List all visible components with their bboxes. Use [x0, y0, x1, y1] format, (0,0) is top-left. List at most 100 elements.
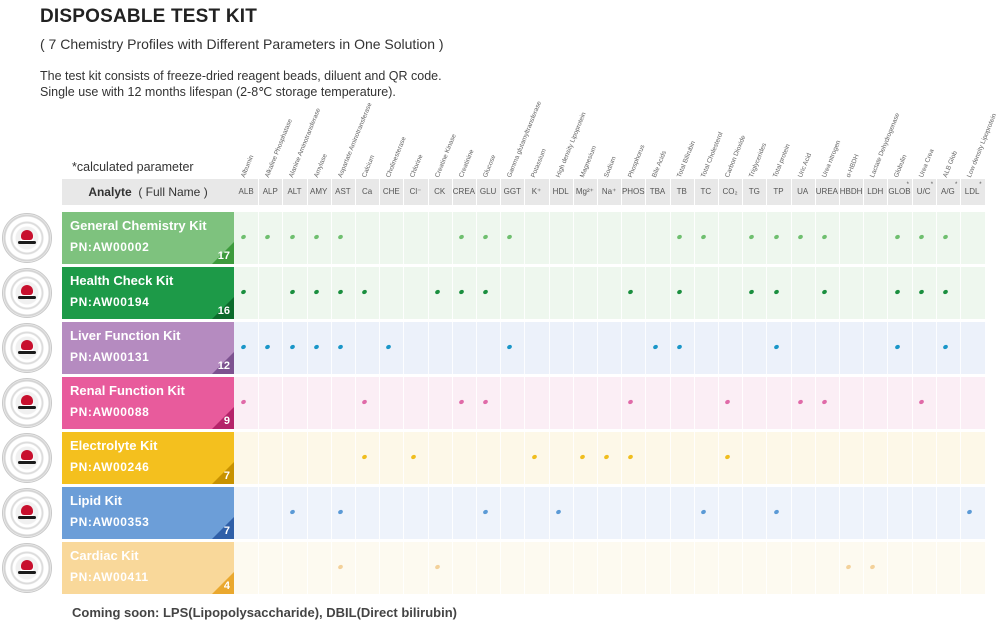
header-separator: [403, 179, 405, 205]
header-separator: [839, 179, 840, 205]
column-line: [524, 267, 526, 319]
kit-label: Renal Function Kit PN:AW00088 9: [62, 377, 234, 429]
analyte-full-name: Creatine Kinase: [433, 133, 458, 179]
header-separator: [645, 179, 647, 205]
column-line: [403, 542, 405, 594]
column-line: [693, 432, 695, 484]
header-separator: [693, 179, 695, 205]
header-separator: [718, 179, 719, 205]
included-parameter-dot: [337, 509, 344, 515]
column-line: [306, 432, 308, 484]
analyte-abbr: HBDH: [839, 187, 863, 196]
column-line: [282, 432, 284, 484]
column-line: [572, 322, 574, 374]
column-line: [742, 432, 744, 484]
included-parameter-dot: [288, 509, 296, 515]
included-parameter-dot: [337, 564, 344, 570]
included-parameter-dot: [482, 289, 489, 295]
included-parameter-dot: [651, 344, 659, 350]
kit-count-corner: [212, 462, 234, 484]
column-line: [597, 212, 598, 264]
column-line: [766, 212, 768, 264]
column-line: [500, 487, 502, 539]
column-line: [621, 542, 623, 594]
column-line: [790, 487, 792, 539]
calculated-mark: *: [955, 182, 958, 188]
included-parameter-dot: [530, 454, 538, 460]
kit-name: Electrolyte Kit: [70, 438, 158, 453]
kit-row-band: [234, 212, 985, 264]
column-line: [476, 487, 477, 539]
kit-part-number: PN:AW00246: [70, 460, 150, 474]
analyte-abbr: Mg²⁺: [575, 187, 594, 196]
included-parameter-dot: [240, 289, 247, 295]
reagent-disc-icon: [2, 323, 52, 373]
column-line: [403, 432, 405, 484]
analyte-abbr: GLU: [479, 187, 497, 196]
kit-row-band: [234, 322, 985, 374]
included-parameter-dot: [288, 344, 296, 350]
column-line: [814, 487, 816, 539]
calculated-parameter-note: *calculated parameter: [72, 160, 194, 174]
analyte-abbr: PHOS: [621, 187, 645, 196]
kit-name: Cardiac Kit: [70, 548, 139, 563]
analyte-abbr: CHE: [382, 187, 400, 196]
included-parameter-dot: [942, 234, 949, 240]
kit-row: General Chemistry Kit PN:AW00002 17: [0, 212, 1000, 264]
column-line: [621, 267, 623, 319]
description-line-1: The test kit consists of freeze-dried re…: [40, 69, 442, 83]
column-line: [839, 487, 840, 539]
included-parameter-dot: [748, 289, 755, 295]
header-separator: [814, 179, 816, 205]
header-separator: [935, 179, 937, 205]
column-line: [935, 267, 937, 319]
analyte-abbr: TP: [773, 187, 784, 196]
header-separator: [306, 179, 308, 205]
column-line: [403, 377, 405, 429]
column-line: [839, 377, 840, 429]
column-line: [258, 432, 260, 484]
analyte-abbr: U/C: [916, 187, 931, 196]
header-separator: [282, 179, 284, 205]
kit-parameter-count: 16: [217, 305, 230, 317]
analyte-abbr: Cl⁻: [409, 187, 422, 196]
column-line: [863, 542, 865, 594]
column-line: [693, 487, 695, 539]
included-parameter-dot: [240, 399, 247, 405]
column-line: [330, 377, 332, 429]
column-line: [379, 432, 381, 484]
column-line: [258, 267, 260, 319]
column-line: [258, 377, 260, 429]
page-title: DISPOSABLE TEST KIT: [40, 6, 258, 27]
header-separator: [355, 179, 356, 205]
header-separator: [476, 179, 477, 205]
column-line: [935, 432, 937, 484]
column-line: [960, 267, 961, 319]
column-line: [839, 432, 840, 484]
column-line: [427, 267, 429, 319]
disc-logo-mark: [21, 285, 33, 295]
column-line: [645, 487, 647, 539]
column-line: [839, 267, 840, 319]
column-line: [258, 487, 260, 539]
analyte-full-name: Cholinesterase: [385, 135, 408, 179]
included-parameter-dot: [797, 399, 804, 405]
column-line: [887, 432, 889, 484]
kit-count-corner: [212, 517, 234, 539]
column-line: [306, 212, 308, 264]
column-line: [330, 542, 332, 594]
included-parameter-dot: [409, 454, 417, 460]
kit-part-number: PN:AW00088: [70, 405, 150, 419]
kit-name: Lipid Kit: [70, 493, 122, 508]
analyte-abbr: K⁺: [531, 187, 542, 196]
column-line: [476, 212, 477, 264]
column-line: [403, 487, 405, 539]
column-line: [887, 322, 889, 374]
included-parameter-dot: [918, 234, 925, 240]
column-line: [887, 267, 889, 319]
analyte-full-name: Lactate Dehydrogenase: [869, 111, 902, 179]
column-line: [597, 487, 598, 539]
kit-part-number: PN:AW00411: [70, 570, 149, 584]
header-separator: [548, 179, 550, 205]
column-line: [935, 377, 937, 429]
